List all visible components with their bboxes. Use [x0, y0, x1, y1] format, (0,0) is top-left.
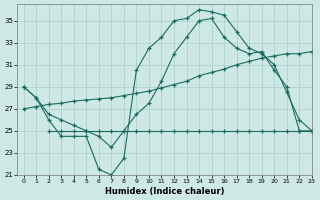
X-axis label: Humidex (Indice chaleur): Humidex (Indice chaleur): [105, 187, 224, 196]
